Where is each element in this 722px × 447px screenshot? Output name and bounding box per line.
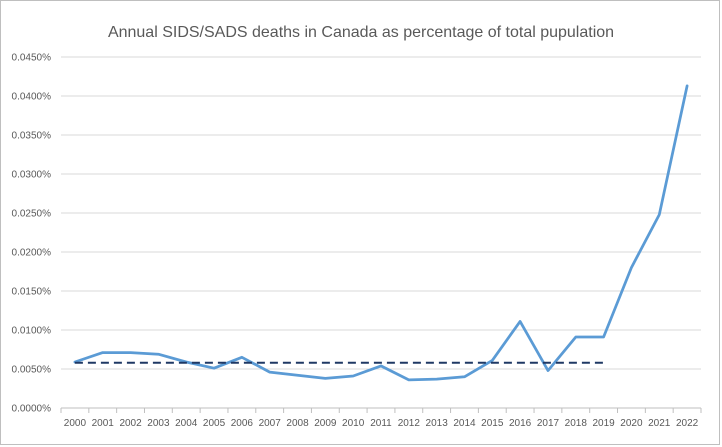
y-tick-label: 0.0000%	[12, 404, 52, 415]
series-line	[73, 84, 689, 382]
y-tick-label: 0.0100%	[12, 326, 52, 337]
x-tick-label: 2006	[231, 418, 254, 429]
x-tick-label: 2003	[147, 418, 170, 429]
x-tick-label: 2013	[426, 418, 449, 429]
x-tick-label: 2007	[259, 418, 282, 429]
x-tick-label: 2016	[509, 418, 532, 429]
y-tick-label: 0.0250%	[12, 209, 52, 220]
x-tick-label: 2002	[119, 418, 142, 429]
y-tick-label: 0.0450%	[12, 53, 52, 64]
x-tick-label: 2011	[370, 418, 392, 429]
y-tick-label: 0.0400%	[12, 92, 52, 103]
x-tick-label: 2014	[453, 418, 476, 429]
y-tick-labels: 0.0000% 0.0050% 0.0100% 0.0150% 0.0200% 0.025…	[12, 53, 52, 415]
series-layer	[73, 84, 689, 382]
x-tick-label: 2010	[342, 418, 365, 429]
grid-layer	[60, 56, 702, 413]
x-tick-label: 2020	[620, 418, 643, 429]
x-tick-labels: 2000 2001 2002 2003 2004 2005 2006 2007 2008 2009…	[64, 418, 699, 429]
x-tick-label: 2018	[565, 418, 588, 429]
x-tick-label: 2012	[398, 418, 421, 429]
y-tick-label: 0.0150%	[12, 287, 52, 298]
y-tick-label: 0.0300%	[12, 170, 52, 181]
y-tick-label: 0.0350%	[12, 131, 52, 142]
x-tick-label: 2004	[175, 418, 198, 429]
x-tick-label: 2000	[64, 418, 87, 429]
x-tick-label: 2009	[314, 418, 337, 429]
x-tick-label: 2021	[648, 418, 671, 429]
x-tick-label: 2005	[203, 418, 226, 429]
x-tick-label: 2001	[92, 418, 115, 429]
x-tick-label: 2015	[481, 418, 504, 429]
y-tick-label: 0.0050%	[12, 365, 52, 376]
x-tick-label: 2008	[286, 418, 309, 429]
x-tick-label: 2017	[537, 418, 560, 429]
y-tick-label: 0.0200%	[12, 248, 52, 259]
chart-title: Annual SIDS/SADS deaths in Canada as per…	[108, 24, 614, 41]
x-tick-label: 2022	[676, 418, 699, 429]
x-tick-label: 2019	[592, 418, 615, 429]
